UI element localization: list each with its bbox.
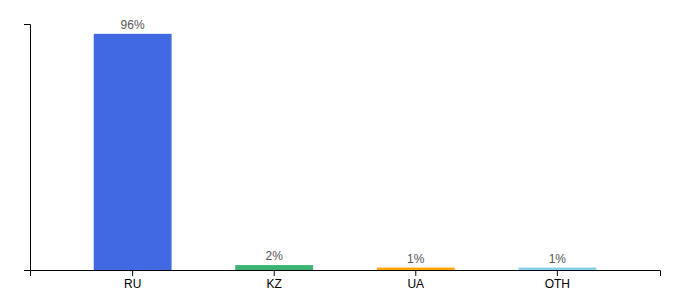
- x-tick-mark: [274, 270, 275, 276]
- chart: RU KZ UA OTH 96% 2% 1% 1%: [0, 0, 680, 300]
- x-axis-line: [31, 271, 661, 277]
- data-label: 96%: [121, 18, 145, 32]
- bar: [518, 268, 596, 270]
- bar: [377, 268, 455, 270]
- plot: RU KZ UA OTH 96% 2% 1% 1%: [24, 18, 661, 291]
- data-labels: 96% 2% 1% 1%: [121, 18, 567, 266]
- x-tick-label: UA: [407, 277, 424, 291]
- y-axis: [24, 25, 31, 271]
- x-tick-mark: [415, 270, 416, 276]
- data-label: 1%: [407, 252, 425, 266]
- bar: [235, 265, 313, 270]
- x-tick-label: OTH: [545, 277, 570, 291]
- x-tick-label: KZ: [267, 277, 282, 291]
- x-tick-mark: [557, 270, 558, 276]
- bar: [94, 34, 172, 270]
- x-tick-label: RU: [124, 277, 141, 291]
- y-axis-line: [24, 25, 31, 271]
- bars: [94, 34, 597, 270]
- data-label: 1%: [549, 252, 567, 266]
- x-tick: RU: [124, 270, 141, 291]
- x-tick: UA: [407, 270, 424, 291]
- x-tick-mark: [132, 270, 133, 276]
- data-label: 2%: [266, 249, 284, 263]
- x-tick: OTH: [545, 270, 570, 291]
- x-axis: RU KZ UA OTH: [31, 270, 661, 291]
- x-tick: KZ: [267, 270, 282, 291]
